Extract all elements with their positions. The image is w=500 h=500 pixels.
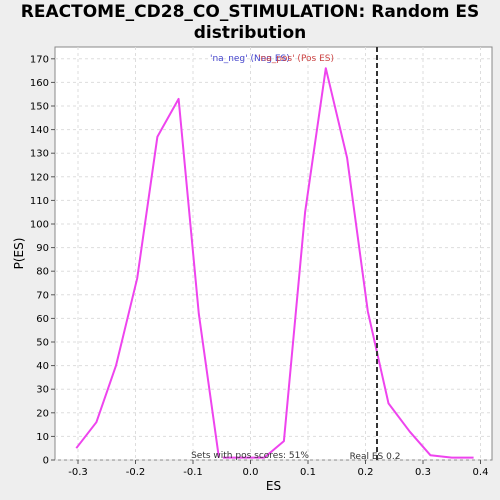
y-tick-label: 160 (30, 78, 49, 89)
y-tick-label: 70 (36, 290, 49, 301)
x-tick-label: 0.2 (358, 467, 374, 478)
x-tick-label: 0.0 (243, 467, 259, 478)
y-tick-label: 100 (30, 220, 49, 231)
y-tick-label: 40 (36, 361, 49, 372)
grid (55, 47, 492, 461)
y-tick-label: 30 (36, 385, 49, 396)
legend-neg-label: 'na_neg' (Neg ES) (210, 54, 290, 64)
x-tick-label: -0.2 (126, 467, 146, 478)
x-tick-label: 0.3 (415, 467, 431, 478)
x-axis-label: ES (266, 479, 281, 493)
y-axis-label: P(ES) (12, 238, 26, 270)
x-tick-label: 0.1 (300, 467, 316, 478)
y-tick-label: 140 (30, 125, 49, 136)
real-es-label: Real ES 0.2 (350, 452, 401, 462)
y-tick-label: 20 (36, 408, 49, 419)
y-tick-label: 120 (30, 172, 49, 183)
x-tick-label: -0.3 (68, 467, 88, 478)
y-tick-label: 10 (36, 432, 49, 443)
legend-pos-label: 'na_pos' (Pos ES) (258, 54, 334, 64)
x-tick-label: 0.4 (473, 467, 489, 478)
y-tick-label: 60 (36, 314, 49, 325)
y-tick-label: 170 (30, 54, 49, 65)
series-lines (75, 67, 474, 459)
y-tick-label: 0 (43, 456, 49, 467)
y-tick-label: 130 (30, 149, 49, 160)
pos-scores-note: Sets with pos scores: 51% (191, 451, 309, 461)
y-tick-label: 80 (36, 267, 49, 278)
y-tick-label: 50 (36, 338, 49, 349)
series-line (222, 67, 474, 459)
chart-title-line-2: distribution (193, 23, 307, 43)
y-tick-label: 110 (30, 196, 49, 207)
plot-area (54, 46, 493, 461)
y-tick-label: 90 (36, 243, 49, 254)
x-tick-label: -0.1 (183, 467, 203, 478)
axes: 0 10 20 30 40 50 60 70 80 90 100 110 120 130 140 150 160… (30, 54, 489, 478)
y-tick-label: 150 (30, 102, 49, 113)
chart-title-line-1: REACTOME_CD28_CO_STIMULATION: Random ES (20, 2, 480, 22)
chart-title: REACTOME_CD28_CO_STIMULATION: Random ES … (0, 2, 500, 44)
series-line (75, 97, 220, 458)
